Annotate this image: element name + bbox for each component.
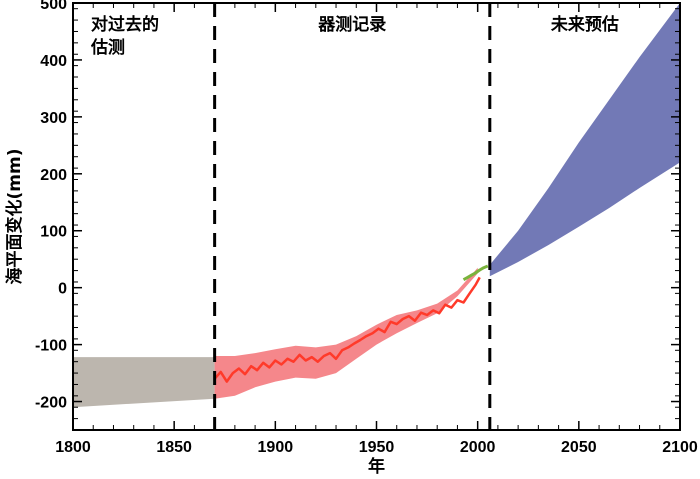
x-tick-label: 1850 (156, 439, 192, 456)
past-estimate-band (73, 357, 215, 408)
y-tick-label: 200 (40, 167, 67, 184)
y-axis-title: 海平面变化(mm) (4, 149, 25, 285)
period-label: 未来预估 (550, 14, 619, 35)
x-tick-label: 1800 (55, 439, 91, 456)
future-projection-band (489, 3, 680, 277)
period-label: 估测 (90, 37, 125, 58)
y-tick-label: -100 (35, 338, 67, 355)
tide-gauge-record (213, 276, 481, 383)
x-tick-label: 2050 (561, 439, 597, 456)
x-tick-label: 1950 (359, 439, 395, 456)
period-label: 器测记录 (317, 14, 386, 35)
tide-gauge-uncertainty-band (214, 267, 478, 399)
period-label: 对过去的 (91, 14, 159, 35)
x-axis-title: 年 (368, 456, 385, 477)
satellite-altimetry (462, 264, 489, 282)
y-tick-label: 0 (58, 281, 67, 298)
x-tick-label: 1900 (258, 439, 294, 456)
x-tick-label: 2100 (662, 439, 698, 456)
y-tick-label: 400 (40, 53, 67, 70)
y-tick-label: -200 (35, 395, 67, 412)
x-tick-label: 2000 (460, 439, 496, 456)
y-tick-label: 100 (40, 224, 67, 241)
y-tick-label: 300 (40, 110, 67, 127)
y-tick-label: 500 (40, 0, 67, 13)
